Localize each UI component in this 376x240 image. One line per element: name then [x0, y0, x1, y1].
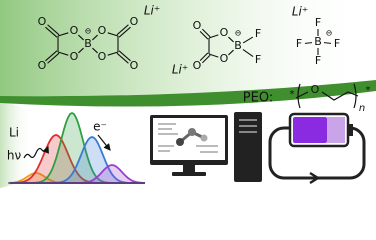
spectrum-label: Li — [9, 126, 19, 140]
atom: O — [130, 15, 139, 28]
bond — [57, 51, 69, 56]
atom: F — [255, 27, 261, 40]
cation: Li⁺ — [292, 5, 308, 19]
bond — [45, 50, 58, 62]
atom: O — [70, 50, 79, 63]
tower-slots — [239, 119, 257, 133]
circuit-arrow — [309, 171, 319, 185]
screen-lines — [158, 123, 218, 153]
charge: ⊖ — [85, 27, 92, 36]
cation: Li⁺ — [172, 63, 188, 77]
battery-charge — [293, 117, 327, 143]
atom: O — [220, 52, 229, 65]
bond — [228, 49, 234, 56]
bond — [47, 24, 60, 36]
spectrum-label: hν — [7, 149, 22, 163]
bond — [242, 48, 254, 58]
bond — [304, 42, 313, 44]
bond — [228, 36, 234, 43]
atom: F — [255, 53, 261, 66]
bond — [45, 26, 58, 38]
bond — [242, 36, 254, 44]
battery-empty — [327, 117, 345, 143]
polymer-oxygen: O — [311, 83, 320, 96]
bond — [107, 32, 119, 37]
bond — [323, 42, 332, 44]
atom: F — [315, 54, 321, 67]
atom: O — [193, 19, 202, 32]
bond — [57, 32, 69, 37]
boron: B — [314, 35, 322, 48]
repeat-index: n — [359, 103, 365, 114]
atom: O — [38, 59, 47, 72]
repeat-brackets — [297, 83, 357, 109]
bond — [92, 34, 98, 41]
atom: O — [193, 59, 202, 72]
end-group: * — [366, 85, 371, 96]
bond — [78, 34, 84, 41]
bond — [208, 34, 219, 39]
bond — [47, 52, 60, 64]
atom: F — [334, 37, 340, 50]
electron-arrow — [97, 134, 111, 151]
spectrum-label: e⁻ — [93, 120, 107, 134]
monitor-stand — [183, 165, 195, 173]
atom-icon — [176, 138, 184, 146]
cation: Li⁺ — [144, 4, 160, 18]
tower — [234, 112, 262, 182]
bond — [116, 24, 129, 36]
battery-terminal — [348, 124, 353, 136]
photon-arrow — [23, 145, 49, 159]
top-shade — [0, 0, 376, 97]
charge: ⊖ — [326, 29, 333, 38]
bond — [107, 51, 119, 56]
polymer-label: PEO: — [243, 91, 273, 106]
bond — [201, 28, 211, 38]
bond — [78, 47, 84, 54]
bond — [118, 50, 131, 62]
bond — [118, 26, 131, 38]
bottom-shade — [0, 100, 80, 188]
atom: O — [98, 24, 107, 37]
atom: F — [315, 16, 321, 29]
atom: F — [296, 37, 302, 50]
bond — [199, 30, 209, 40]
atom: O — [98, 50, 107, 63]
divider-swoosh — [0, 80, 376, 107]
atom: O — [220, 26, 229, 39]
bond — [208, 53, 219, 58]
end-group: * — [290, 89, 295, 100]
atom-icon — [200, 134, 208, 142]
atom: O — [70, 24, 79, 37]
bond — [92, 47, 98, 54]
atom-icon — [188, 128, 196, 136]
atom: O — [130, 59, 139, 72]
atom: O — [38, 15, 47, 28]
polymer-chain — [295, 91, 359, 101]
bond — [116, 52, 129, 64]
boron: B — [84, 37, 92, 50]
bond — [201, 54, 211, 64]
monitor-base — [172, 172, 206, 176]
charge: ⊖ — [235, 29, 242, 38]
boron: B — [234, 39, 242, 52]
bond — [199, 52, 209, 62]
